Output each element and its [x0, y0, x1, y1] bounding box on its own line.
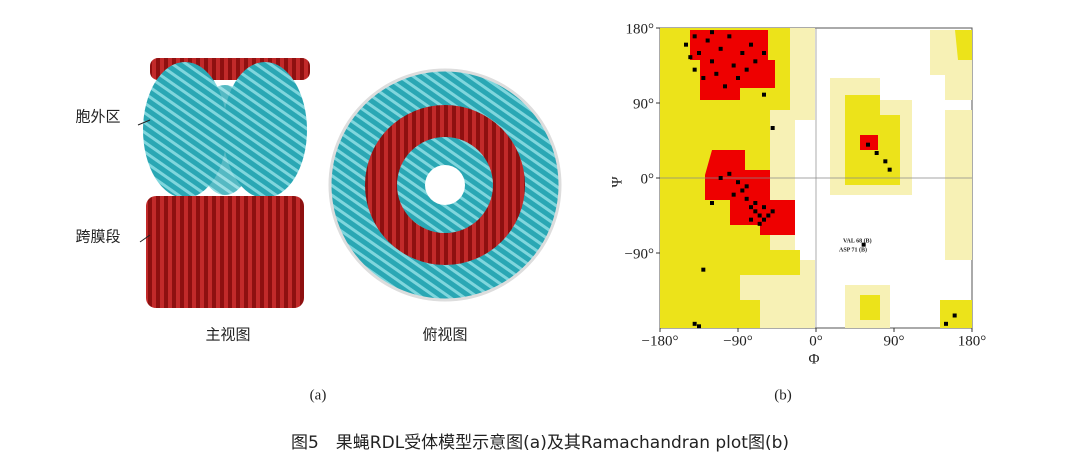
point	[714, 71, 719, 76]
annotation: VAL 68 (B)	[843, 237, 872, 244]
y-tick-label: −90°	[625, 246, 654, 262]
point	[697, 51, 701, 55]
y-tick-label: 0°	[641, 171, 655, 187]
y-axis-label: Ψ	[609, 176, 625, 188]
point	[753, 201, 758, 205]
point	[757, 221, 762, 226]
label-transmembrane: 跨膜段	[75, 228, 120, 245]
x-tick-label: −180°	[642, 333, 679, 349]
point	[749, 42, 753, 47]
point	[727, 171, 732, 176]
point	[710, 30, 714, 35]
point	[766, 213, 771, 218]
point	[874, 151, 879, 155]
panel-a-label: (a)	[310, 387, 327, 403]
point	[744, 184, 749, 189]
point	[762, 92, 766, 97]
x-tick-label: 90°	[884, 333, 905, 349]
point	[710, 59, 714, 64]
point	[744, 67, 749, 72]
point	[723, 84, 727, 89]
caption: 图5 果蝇RDL受体模型示意图(a)及其Ramachandran plot图(b…	[291, 433, 789, 453]
point	[718, 46, 723, 51]
point	[740, 188, 745, 193]
point	[744, 196, 749, 201]
x-axis-label: Φ	[809, 351, 820, 367]
label-top: 俯视图	[422, 326, 467, 343]
point	[701, 76, 706, 80]
point	[887, 167, 892, 172]
y-tick-label: 90°	[633, 96, 654, 112]
point	[762, 51, 766, 55]
point	[697, 324, 701, 329]
point	[701, 267, 706, 272]
point	[762, 217, 766, 222]
point	[770, 209, 775, 214]
point	[692, 34, 697, 39]
point	[770, 126, 775, 130]
point	[705, 38, 710, 43]
point	[762, 205, 766, 210]
point	[736, 76, 740, 80]
point	[749, 205, 753, 210]
label-extracellular: 胞外区	[75, 108, 120, 125]
point	[736, 180, 740, 185]
label-front: 主视图	[205, 326, 250, 343]
point	[718, 176, 723, 180]
point	[952, 313, 957, 318]
point	[688, 55, 693, 60]
panel-b-label: (b)	[774, 387, 792, 403]
point	[710, 201, 714, 205]
point	[883, 159, 888, 164]
point	[861, 242, 866, 247]
point	[684, 42, 688, 47]
point	[731, 63, 736, 68]
protein-front-view	[137, 58, 310, 308]
x-tick-label: −90°	[723, 333, 752, 349]
point	[749, 217, 753, 222]
point	[866, 142, 870, 147]
point	[944, 321, 948, 326]
x-tick-label: 180°	[958, 333, 987, 349]
point	[740, 51, 745, 55]
point	[692, 67, 697, 72]
y-tick-label: 180°	[626, 21, 655, 37]
x-tick-label: 0°	[809, 333, 823, 349]
point	[753, 209, 758, 214]
point	[692, 321, 697, 326]
protein-top-view	[328, 68, 562, 302]
point	[731, 192, 736, 197]
point	[757, 213, 762, 218]
point	[727, 34, 732, 39]
annotation: ASP 71 (B)	[839, 246, 867, 253]
point	[753, 59, 758, 64]
